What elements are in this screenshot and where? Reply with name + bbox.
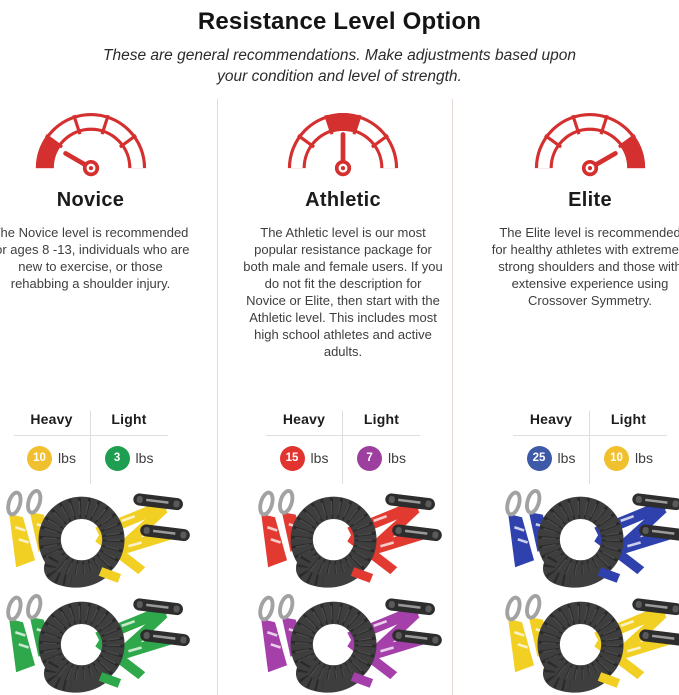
page-subtitle: These are general recommendations. Make … (90, 45, 590, 87)
level-name-elite: Elite (568, 189, 612, 212)
heavy-weight-cell: 25 lbs (513, 436, 590, 484)
weight-unit: lbs (635, 450, 653, 466)
heavy-column-header: Heavy (513, 411, 590, 436)
light-column-header: Light (343, 411, 420, 436)
weight-unit: lbs (311, 450, 329, 466)
column-novice: Novice The Novice level is recommended f… (0, 99, 217, 695)
level-description-elite: The Elite level is recommended for healt… (490, 224, 679, 398)
level-name-athletic: Athletic (305, 189, 381, 212)
product-image-elite-light (491, 593, 679, 695)
light-weight-cell: 7 lbs (343, 436, 420, 484)
heavy-weight-cell: 10 lbs (14, 436, 91, 484)
gauge-high-icon (527, 103, 653, 181)
light-weight-badge: 10 (604, 446, 629, 471)
product-image-novice-light (0, 593, 190, 695)
weight-table-athletic: Heavy Light 15 lbs 7 lbs (266, 411, 420, 484)
weight-unit: lbs (136, 450, 154, 466)
heavy-weight-badge: 10 (27, 446, 52, 471)
weight-table-elite: Heavy Light 25 lbs 10 lbs (513, 411, 667, 484)
heavy-weight-badge: 15 (280, 446, 305, 471)
weight-unit: lbs (58, 450, 76, 466)
product-image-novice-heavy (0, 488, 190, 590)
column-athletic: Athletic The Athletic level is our most … (218, 99, 452, 695)
level-name-novice: Novice (57, 189, 124, 212)
heavy-column-header: Heavy (266, 411, 343, 436)
heavy-column-header: Heavy (14, 411, 91, 436)
levels-grid: Novice The Novice level is recommended f… (0, 99, 679, 675)
light-column-header: Light (91, 411, 168, 436)
heavy-weight-badge: 25 (527, 446, 552, 471)
column-elite: Elite The Elite level is recommended for… (453, 99, 679, 695)
weight-unit: lbs (558, 450, 576, 466)
level-description-novice: The Novice level is recommended for ages… (0, 224, 191, 398)
level-description-athletic: The Athletic level is our most popular r… (243, 224, 443, 398)
page-title: Resistance Level Option (0, 8, 679, 36)
light-weight-cell: 10 lbs (590, 436, 667, 484)
light-column-header: Light (590, 411, 667, 436)
light-weight-badge: 3 (105, 446, 130, 471)
weight-table-novice: Heavy Light 10 lbs 3 lbs (14, 411, 168, 484)
light-weight-badge: 7 (357, 446, 382, 471)
product-images-athletic (244, 488, 442, 695)
product-image-athletic-light (244, 593, 442, 695)
gauge-medium-icon (280, 103, 406, 181)
product-image-elite-heavy (491, 488, 679, 590)
product-images-novice (0, 488, 190, 695)
product-image-athletic-heavy (244, 488, 442, 590)
gauge-low-icon (28, 103, 154, 181)
weight-unit: lbs (388, 450, 406, 466)
header: Resistance Level Option These are genera… (0, 0, 679, 87)
heavy-weight-cell: 15 lbs (266, 436, 343, 484)
product-images-elite (491, 488, 679, 695)
light-weight-cell: 3 lbs (91, 436, 168, 484)
